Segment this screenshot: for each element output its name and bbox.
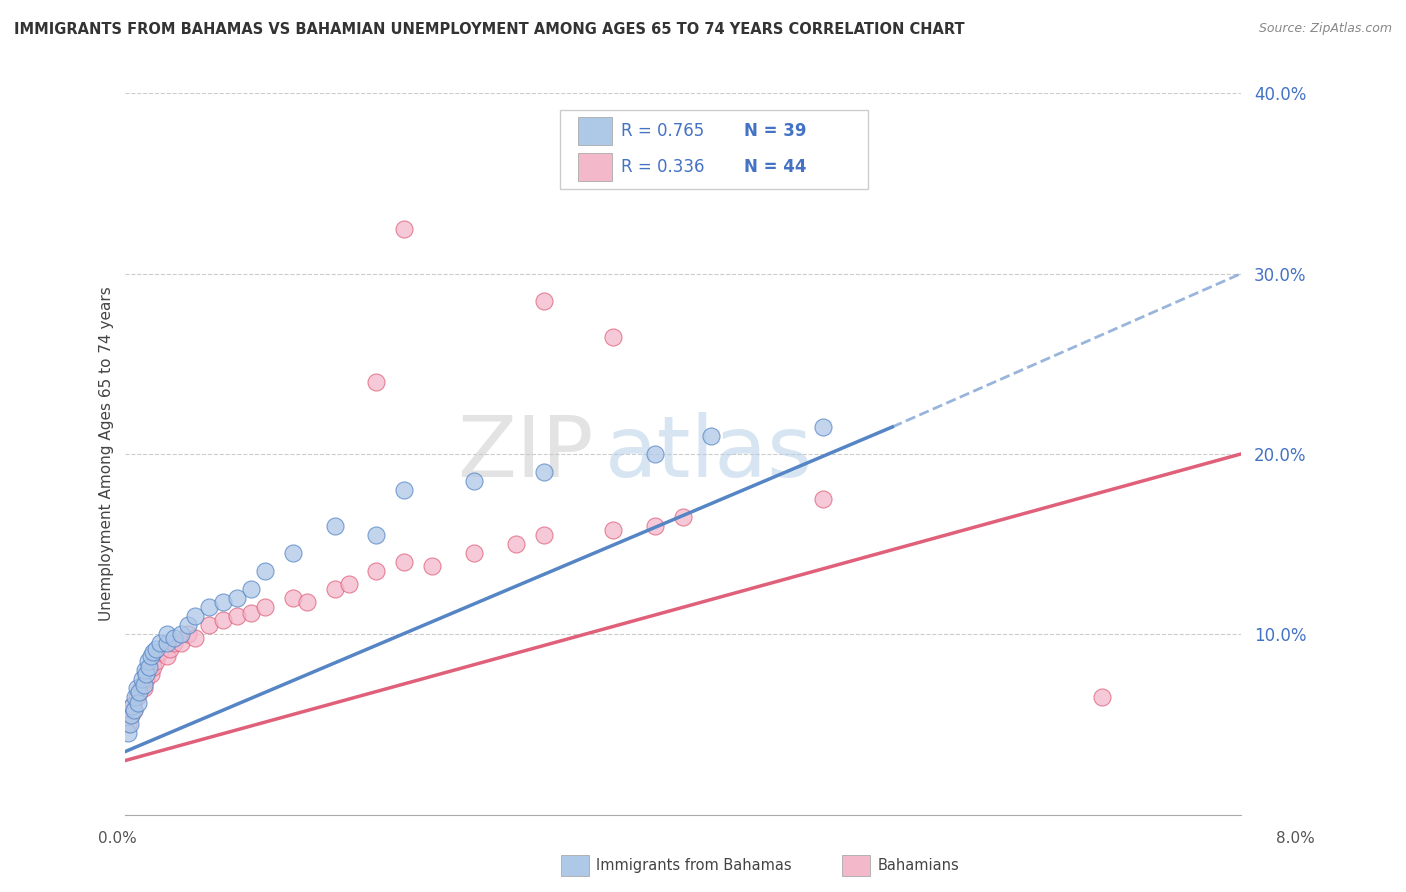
Point bbox=[226, 591, 249, 606]
Point bbox=[159, 641, 181, 656]
Point bbox=[163, 636, 186, 650]
Point bbox=[156, 627, 179, 641]
Point bbox=[212, 613, 235, 627]
Point bbox=[121, 699, 143, 714]
Point bbox=[533, 293, 555, 308]
Point bbox=[811, 420, 834, 434]
Point bbox=[602, 330, 624, 344]
Point bbox=[323, 519, 346, 533]
Point bbox=[145, 654, 167, 668]
Point bbox=[463, 474, 485, 488]
Point bbox=[198, 600, 221, 615]
Point bbox=[163, 631, 186, 645]
Point bbox=[142, 645, 165, 659]
Point bbox=[505, 537, 527, 551]
Point bbox=[170, 636, 193, 650]
Point bbox=[323, 582, 346, 597]
Point bbox=[700, 429, 723, 443]
Text: R = 0.336: R = 0.336 bbox=[621, 158, 704, 176]
Point bbox=[156, 648, 179, 663]
Point bbox=[131, 673, 153, 687]
Point bbox=[120, 708, 142, 723]
Point bbox=[138, 663, 160, 677]
Point bbox=[394, 221, 416, 235]
Point bbox=[811, 491, 834, 506]
Text: Source: ZipAtlas.com: Source: ZipAtlas.com bbox=[1258, 22, 1392, 36]
Text: N = 44: N = 44 bbox=[744, 158, 806, 176]
Point bbox=[295, 595, 318, 609]
Point bbox=[139, 648, 162, 663]
Point bbox=[533, 528, 555, 542]
Point bbox=[118, 717, 141, 731]
Point bbox=[128, 685, 150, 699]
Point bbox=[1090, 690, 1112, 705]
Y-axis label: Unemployment Among Ages 65 to 74 years: Unemployment Among Ages 65 to 74 years bbox=[100, 286, 114, 622]
Point bbox=[138, 659, 160, 673]
Point bbox=[602, 523, 624, 537]
Point bbox=[125, 690, 148, 705]
Point bbox=[142, 659, 165, 673]
Point bbox=[135, 673, 157, 687]
Point bbox=[177, 618, 200, 632]
Point bbox=[156, 636, 179, 650]
Point bbox=[463, 546, 485, 560]
Point bbox=[135, 667, 157, 681]
Point bbox=[420, 558, 443, 573]
Point bbox=[124, 690, 146, 705]
Text: Bahamians: Bahamians bbox=[877, 858, 959, 872]
Point bbox=[125, 681, 148, 696]
Point bbox=[281, 591, 304, 606]
Point bbox=[145, 641, 167, 656]
Point bbox=[337, 576, 360, 591]
Point bbox=[198, 618, 221, 632]
Point bbox=[239, 582, 262, 597]
Point bbox=[170, 627, 193, 641]
Point bbox=[394, 555, 416, 569]
Point bbox=[253, 600, 276, 615]
Point bbox=[149, 645, 172, 659]
Point bbox=[149, 636, 172, 650]
Point bbox=[239, 606, 262, 620]
Point bbox=[134, 663, 156, 677]
Point bbox=[644, 519, 666, 533]
Point bbox=[117, 717, 139, 731]
Point bbox=[366, 564, 388, 578]
Point bbox=[281, 546, 304, 560]
Point bbox=[132, 678, 155, 692]
Point bbox=[131, 678, 153, 692]
Text: 8.0%: 8.0% bbox=[1275, 831, 1315, 846]
Point bbox=[136, 654, 159, 668]
Text: Immigrants from Bahamas: Immigrants from Bahamas bbox=[596, 858, 792, 872]
Text: IMMIGRANTS FROM BAHAMAS VS BAHAMIAN UNEMPLOYMENT AMONG AGES 65 TO 74 YEARS CORRE: IMMIGRANTS FROM BAHAMAS VS BAHAMIAN UNEM… bbox=[14, 22, 965, 37]
Point bbox=[212, 595, 235, 609]
Point bbox=[394, 483, 416, 497]
Point bbox=[226, 609, 249, 624]
Text: N = 39: N = 39 bbox=[744, 122, 806, 140]
Point bbox=[184, 609, 207, 624]
Text: R = 0.765: R = 0.765 bbox=[621, 122, 704, 140]
Point bbox=[184, 631, 207, 645]
Point bbox=[366, 528, 388, 542]
Text: 0.0%: 0.0% bbox=[98, 831, 138, 846]
Text: ZIP: ZIP bbox=[457, 412, 593, 495]
Point bbox=[644, 447, 666, 461]
Point bbox=[139, 667, 162, 681]
Point bbox=[132, 681, 155, 696]
Point bbox=[117, 726, 139, 740]
Point bbox=[533, 465, 555, 479]
Point bbox=[672, 510, 695, 524]
Text: atlas: atlas bbox=[605, 412, 813, 495]
Point bbox=[122, 703, 145, 717]
Point bbox=[120, 708, 142, 723]
Point bbox=[127, 696, 149, 710]
Point bbox=[253, 564, 276, 578]
Point bbox=[122, 703, 145, 717]
Point bbox=[121, 699, 143, 714]
Point bbox=[366, 375, 388, 389]
Point bbox=[128, 685, 150, 699]
Point bbox=[177, 627, 200, 641]
